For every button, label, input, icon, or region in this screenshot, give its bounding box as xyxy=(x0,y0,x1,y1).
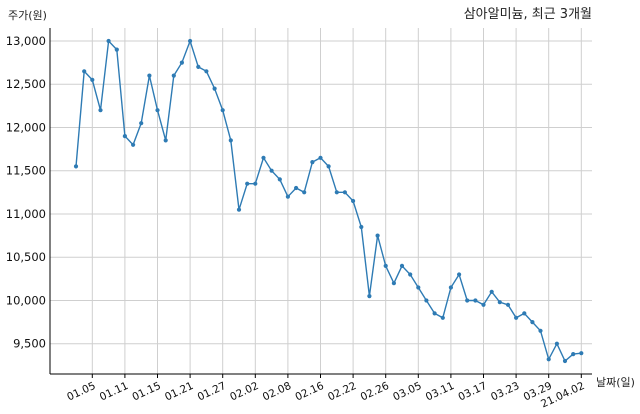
y-tick-label: 9,500 xyxy=(13,337,46,351)
data-point xyxy=(228,138,233,143)
data-point xyxy=(98,108,103,113)
data-point xyxy=(114,47,119,52)
data-point xyxy=(155,108,160,113)
data-point xyxy=(285,194,290,199)
x-tick-label: 02.08 xyxy=(261,380,293,404)
data-point xyxy=(90,77,95,82)
data-point xyxy=(440,315,445,320)
data-point xyxy=(139,121,144,126)
data-point xyxy=(342,190,347,195)
data-point xyxy=(489,289,494,294)
data-point xyxy=(497,300,502,305)
data-point xyxy=(82,69,87,74)
data-point xyxy=(579,351,584,356)
data-point xyxy=(294,185,299,191)
data-point xyxy=(73,164,79,169)
data-point xyxy=(481,302,486,307)
x-tick-label: 02.16 xyxy=(293,380,326,404)
data-point xyxy=(351,198,356,204)
data-point xyxy=(188,38,193,44)
x-tick-label: 01.11 xyxy=(98,380,130,404)
data-point xyxy=(375,233,380,238)
data-point xyxy=(253,181,258,186)
data-point xyxy=(399,263,405,268)
data-point xyxy=(457,272,462,277)
data-point xyxy=(212,86,217,91)
data-point xyxy=(302,190,307,195)
data-point xyxy=(334,190,339,195)
x-tick-label: 01.21 xyxy=(163,380,195,404)
y-tick-label: 11,000 xyxy=(6,207,46,221)
data-point xyxy=(416,285,421,290)
y-tick-labels: 9,500 10,000 10,500 11,000 11,500 12,000 12,50… xyxy=(6,34,46,351)
data-point xyxy=(163,138,168,143)
x-axis-label: 날짜(일) xyxy=(596,375,635,389)
data-point xyxy=(359,224,364,230)
x-tick-label: 03.05 xyxy=(391,380,423,404)
series-price xyxy=(73,38,584,364)
data-point xyxy=(383,263,388,268)
data-point xyxy=(530,320,535,325)
data-point xyxy=(196,64,201,69)
x-tick-label: 03.17 xyxy=(456,380,488,404)
data-point xyxy=(147,73,152,78)
data-point xyxy=(236,207,242,212)
data-point xyxy=(571,352,576,357)
data-point xyxy=(318,155,323,160)
data-point xyxy=(473,298,478,303)
data-point xyxy=(106,38,111,44)
x-tick-label: 02.02 xyxy=(228,380,260,404)
data-point xyxy=(538,328,543,333)
data-point xyxy=(310,160,315,165)
data-point xyxy=(261,155,266,160)
data-point xyxy=(408,272,413,277)
data-point xyxy=(269,168,274,173)
data-point xyxy=(367,294,372,299)
data-point xyxy=(546,357,551,362)
data-point xyxy=(424,298,429,303)
y-axis-label: 주가(원) xyxy=(8,9,47,22)
y-tick-label: 13,000 xyxy=(6,34,46,48)
data-point xyxy=(179,60,184,65)
data-point xyxy=(131,142,136,147)
x-tick-label: 02.26 xyxy=(359,380,392,404)
data-point xyxy=(514,315,519,320)
data-point xyxy=(220,108,225,113)
data-point xyxy=(391,281,396,286)
axes xyxy=(49,28,592,378)
x-tick-label: 03.23 xyxy=(489,380,521,404)
data-point xyxy=(465,298,470,303)
x-tick-label: 01.27 xyxy=(196,380,228,404)
data-point xyxy=(277,177,282,182)
data-point xyxy=(448,285,453,290)
x-tick-label: 01.15 xyxy=(130,380,162,404)
data-point xyxy=(171,73,176,78)
data-point xyxy=(122,134,127,139)
data-point xyxy=(505,302,511,307)
y-tick-label: 11,500 xyxy=(6,164,46,178)
data-point xyxy=(432,311,437,316)
chart-title: 삼아알미늄, 최근 3개월 xyxy=(464,7,592,22)
y-tick-label: 12,500 xyxy=(6,77,46,91)
x-tick-label: 03.11 xyxy=(424,380,456,404)
grid xyxy=(50,28,592,374)
data-point xyxy=(326,164,331,169)
y-tick-label: 10,500 xyxy=(6,250,46,264)
data-point xyxy=(522,311,527,316)
x-tick-label: 02.22 xyxy=(326,380,358,404)
data-point xyxy=(562,358,568,364)
y-tick-label: 12,000 xyxy=(6,120,46,134)
x-tick-label: 01.05 xyxy=(65,380,97,404)
data-point xyxy=(554,341,560,346)
data-point xyxy=(245,181,250,186)
data-point xyxy=(204,69,209,74)
x-tick-labels: 01.05 01.11 01.15 01.21 01.27 02.02 02.08 02.16… xyxy=(65,380,586,411)
series-line xyxy=(75,38,582,363)
y-tick-label: 10,000 xyxy=(6,293,46,307)
